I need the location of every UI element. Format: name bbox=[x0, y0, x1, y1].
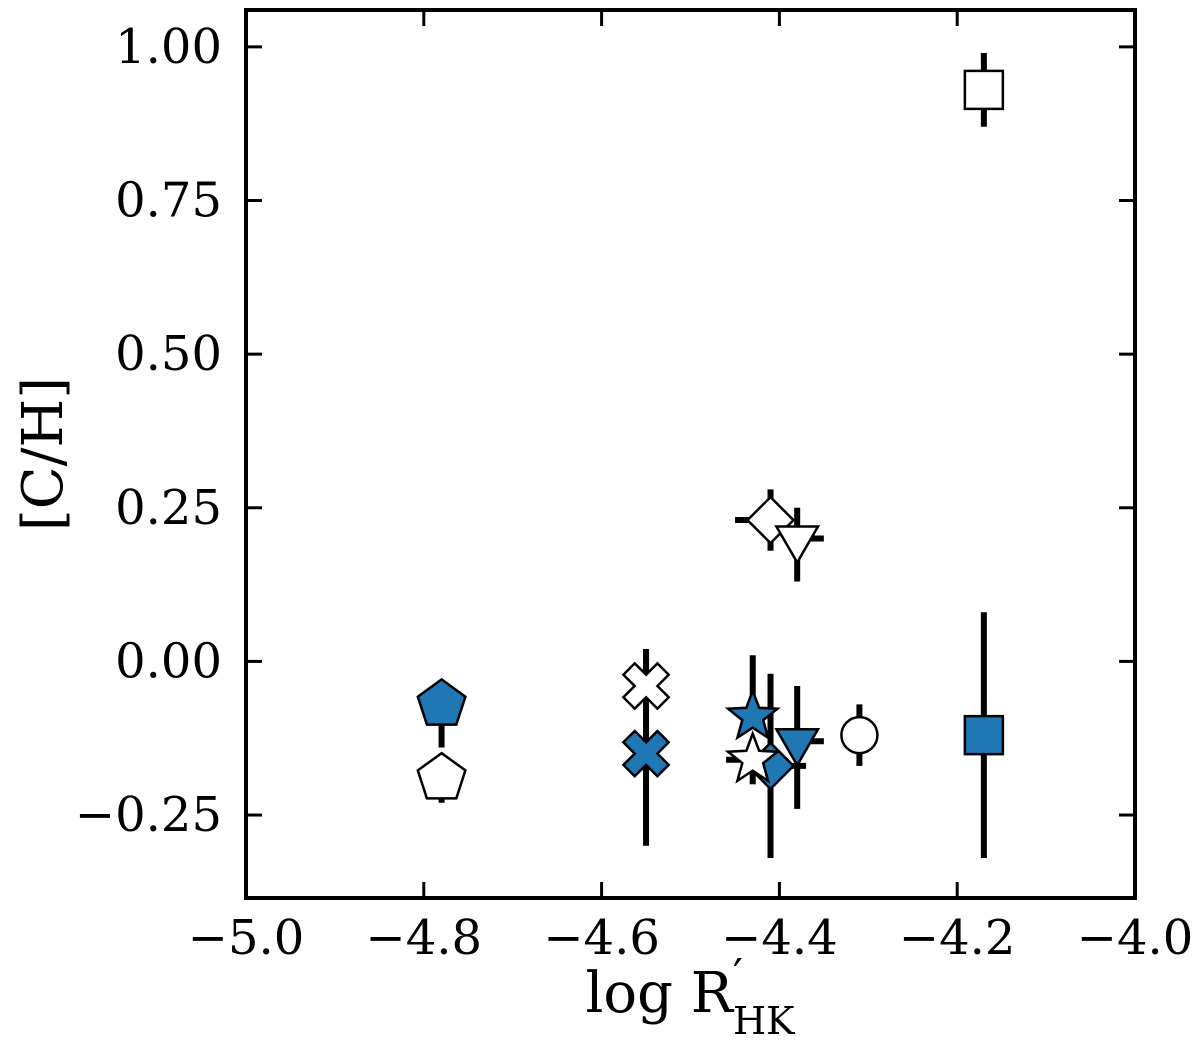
x-tick-label: −4.6 bbox=[543, 910, 660, 966]
x-axis-label-prime: ′ bbox=[733, 950, 743, 1001]
marker-x-open bbox=[621, 661, 671, 711]
y-tick-label: −0.25 bbox=[75, 787, 222, 843]
x-tick-label: −4.8 bbox=[366, 910, 483, 966]
error-bars bbox=[438, 53, 987, 859]
x-axis-label-sub: HK bbox=[733, 999, 795, 1043]
axis-ticks bbox=[244, 10, 1137, 898]
y-tick-label: 0.50 bbox=[115, 326, 222, 382]
marker-pentagon-open bbox=[416, 751, 467, 800]
y-tick-label: 0.25 bbox=[115, 480, 222, 536]
marker-star-open bbox=[724, 730, 781, 784]
marker-star-filled bbox=[724, 687, 781, 741]
x-tick-label: −4.2 bbox=[899, 910, 1016, 966]
y-tick-label: 0.00 bbox=[115, 633, 222, 689]
x-tick-label: −4.0 bbox=[1077, 910, 1194, 966]
x-tick-label: −4.4 bbox=[721, 910, 838, 966]
y-tick-label: 1.00 bbox=[115, 19, 222, 75]
plot-frame bbox=[244, 8, 1137, 900]
marker-x-filled bbox=[621, 729, 671, 778]
y-axis-label: [C/H] bbox=[11, 377, 76, 531]
marker-square-open bbox=[963, 69, 1005, 111]
marker-triangle-down-open bbox=[774, 525, 821, 565]
tick-labels: −5.0 −4.8 −4.6 −4.4 −4.2 −4.0 −0.25 0.00 0.25 0.5… bbox=[75, 19, 1193, 966]
marker-circle-open bbox=[840, 715, 879, 755]
markers bbox=[416, 69, 1005, 800]
marker-pentagon-filled bbox=[416, 677, 467, 726]
y-tick-label: 0.75 bbox=[115, 173, 222, 229]
x-axis-label: log R′ HK bbox=[586, 950, 796, 1043]
marker-square-filled bbox=[963, 714, 1005, 756]
x-axis-label-main: log R bbox=[586, 961, 735, 1026]
marker-triangle-down-filled bbox=[774, 728, 821, 768]
x-tick-label: −5.0 bbox=[188, 910, 305, 966]
